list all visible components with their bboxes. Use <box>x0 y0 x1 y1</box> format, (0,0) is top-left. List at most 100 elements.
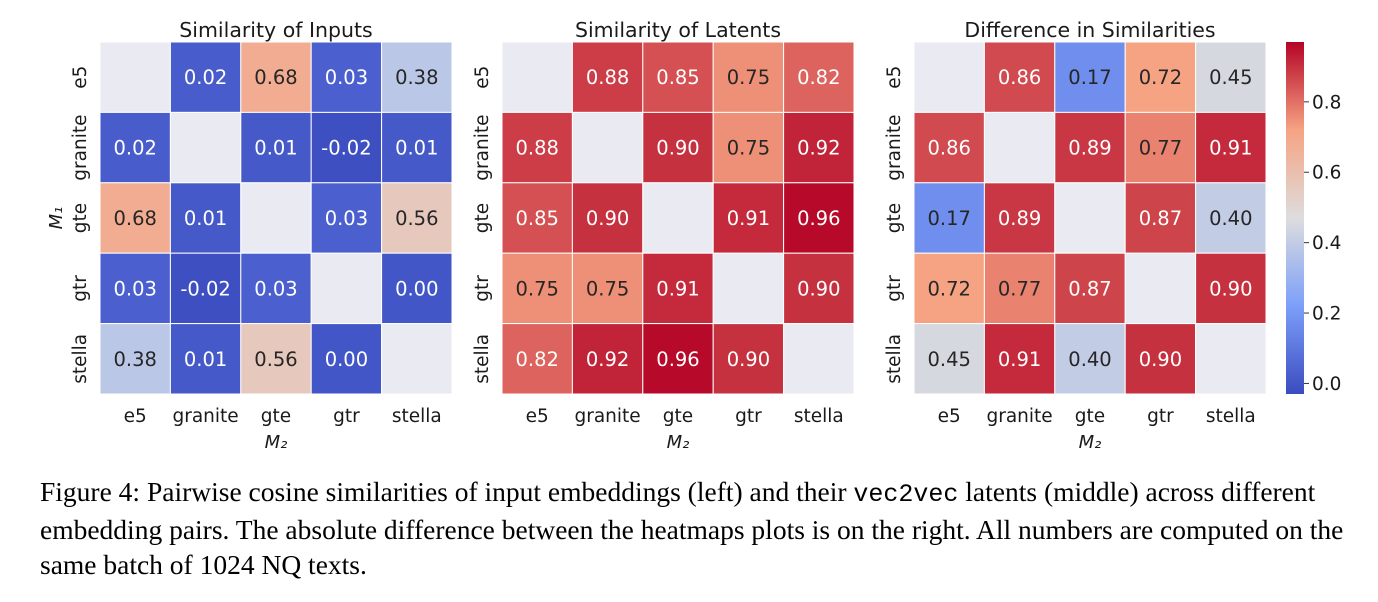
heatmap-cell <box>712 111 785 184</box>
heatmap-cell <box>169 111 242 184</box>
x-tick-label: stella <box>1206 406 1256 427</box>
heatmap-cell <box>712 323 785 395</box>
cell-value-label: 0.85 <box>656 66 699 89</box>
heatmap-cell <box>1195 111 1267 184</box>
heatmap-cell <box>1054 252 1126 325</box>
heatmap-cell <box>381 182 453 254</box>
colorbar-tick-label: 0.2 <box>1312 304 1341 325</box>
heatmap-cell <box>642 41 714 113</box>
colorbar-tick-label: 0.6 <box>1312 163 1341 184</box>
colorbar <box>1286 42 1304 394</box>
cell-value-label: 0.17 <box>927 207 970 230</box>
heatmap-cell <box>169 182 242 254</box>
x-tick-label: granite <box>173 406 239 427</box>
y-tick-label: stella <box>472 334 493 384</box>
cell-value-label: 0.38 <box>113 348 156 371</box>
cell-value-label: 0.92 <box>586 348 629 371</box>
cell-value-label: 0.90 <box>1209 277 1252 300</box>
cell-value-label: 0.87 <box>1139 207 1182 230</box>
cell-value-label: 0.75 <box>586 277 629 300</box>
y-tick-label: gte <box>472 203 493 233</box>
y-tick-label: gtr <box>884 275 905 302</box>
heatmap-cell <box>983 111 1056 184</box>
cell-value-label: -0.02 <box>180 277 230 300</box>
cell-value-label: 0.68 <box>254 66 297 89</box>
heatmap-cell <box>571 111 644 184</box>
y-tick-label: gtr <box>70 275 91 302</box>
heatmap-cell <box>310 41 383 113</box>
heatmap-cell <box>1054 323 1126 395</box>
heatmap-cell <box>783 252 855 325</box>
heatmap-cell <box>1195 182 1267 254</box>
cell-value-label: 0.72 <box>927 277 970 300</box>
x-tick-label: gte <box>1075 406 1105 427</box>
x-axis-label: M₂ <box>1079 432 1102 453</box>
y-tick-label: granite <box>472 115 493 181</box>
panel-2-title: Similarity of Latents <box>575 18 781 42</box>
cell-value-label: 0.72 <box>1139 66 1182 89</box>
heatmap-cell <box>1124 41 1197 113</box>
cell-value-label: 0.96 <box>797 207 840 230</box>
y-tick-label: e5 <box>472 66 493 89</box>
heatmap-cell <box>913 41 985 113</box>
y-tick-label: stella <box>70 334 91 384</box>
cell-value-label: 0.45 <box>1209 66 1252 89</box>
cell-value-label: 0.91 <box>998 348 1041 371</box>
heatmap-cell <box>712 182 785 254</box>
heatmap-cell <box>310 323 383 395</box>
cell-value-label: 0.92 <box>797 137 840 160</box>
cell-value-label: 0.77 <box>1139 137 1182 160</box>
heatmap-cell <box>783 41 855 113</box>
cell-value-label: 0.89 <box>998 207 1041 230</box>
cell-value-label: 0.01 <box>254 137 297 160</box>
cell-value-label: 0.03 <box>325 207 368 230</box>
heatmap-cell <box>1054 111 1126 184</box>
heatmap-cell <box>642 252 714 325</box>
cell-value-label: 0.01 <box>395 137 438 160</box>
heatmap-cell <box>310 252 383 325</box>
colorbar-tick-label: 0.0 <box>1312 374 1341 395</box>
x-tick-label: stella <box>392 406 442 427</box>
cell-value-label: 0.91 <box>1209 137 1252 160</box>
cell-value-label: 0.90 <box>656 137 699 160</box>
cell-value-label: 0.91 <box>656 277 699 300</box>
heatmap-cell <box>1054 182 1126 254</box>
panel-1-title: Similarity of Inputs <box>179 18 372 42</box>
cell-value-label: 0.77 <box>998 277 1041 300</box>
heatmap-cell <box>913 111 985 184</box>
cell-value-label: 0.75 <box>727 137 770 160</box>
figure-heatmaps: Similarity of Inputs 0.02 0.68 0.03 0.38 0.02… <box>46 18 1341 453</box>
heatmap-cell <box>169 41 242 113</box>
y-tick-label: e5 <box>884 66 905 89</box>
cell-value-label: 0.03 <box>325 66 368 89</box>
cell-value-label: 0.68 <box>113 207 156 230</box>
x-axis-label: M₂ <box>265 432 288 453</box>
heatmap-cell <box>99 41 171 113</box>
heatmap-cell <box>1054 41 1126 113</box>
cell-value-label: 0.91 <box>727 207 770 230</box>
heatmap-cell <box>381 323 453 395</box>
heatmap-cell <box>1195 252 1267 325</box>
cell-value-label: 0.86 <box>927 137 970 160</box>
cell-value-label: 0.90 <box>727 348 770 371</box>
cell-value-label: 0.89 <box>1068 137 1111 160</box>
cell-value-label: 0.02 <box>184 66 227 89</box>
cell-value-label: 0.56 <box>395 207 438 230</box>
heatmap-cell <box>571 323 644 395</box>
heatmap-cell <box>501 41 573 113</box>
cell-value-label: 0.45 <box>927 348 970 371</box>
heatmap-cell <box>381 111 453 184</box>
x-tick-label: gte <box>663 406 693 427</box>
cell-value-label: -0.02 <box>321 137 371 160</box>
cell-value-label: 0.17 <box>1068 66 1111 89</box>
heatmap-cell <box>983 182 1056 254</box>
cell-value-label: 0.90 <box>797 277 840 300</box>
cell-value-label: 0.87 <box>1068 277 1111 300</box>
cell-value-label: 0.56 <box>254 348 297 371</box>
heatmap-cell <box>501 182 573 254</box>
cell-value-label: 0.38 <box>395 66 438 89</box>
cell-value-label: 0.40 <box>1209 207 1252 230</box>
heatmap-cell <box>240 111 312 184</box>
heatmap-cell <box>1195 323 1267 395</box>
x-tick-label: gtr <box>333 406 360 427</box>
